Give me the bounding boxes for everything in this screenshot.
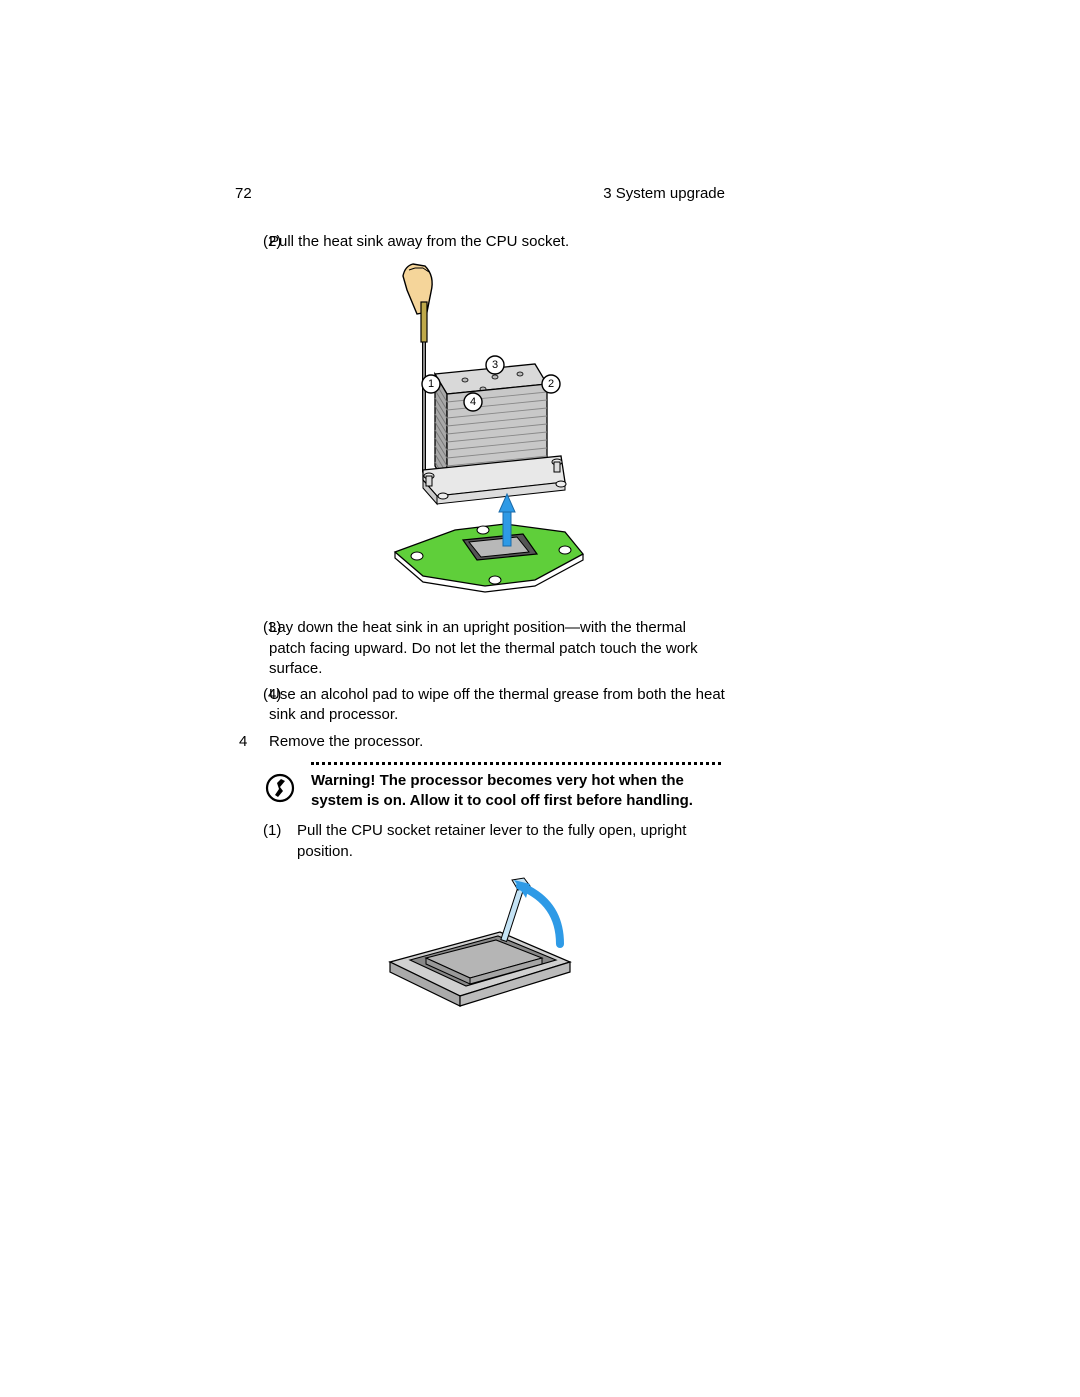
chapter-title: 3 System upgrade (603, 185, 725, 202)
step-4-text: Use an alcohol pad to wipe off the therm… (269, 685, 725, 726)
figure-socket-lever (235, 872, 725, 1022)
step-4: (4) Use an alcohol pad to wipe off the t… (235, 685, 725, 726)
sub-step-1: (1) Pull the CPU socket retainer lever t… (263, 821, 725, 862)
step-4-num: (4) (235, 685, 269, 726)
svg-text:4: 4 (470, 396, 476, 408)
step-3: (3) Lay down the heat sink in an upright… (235, 618, 725, 679)
callout-3: 3 (486, 356, 504, 374)
page-content: 72 3 System upgrade (2) Pull the heat si… (235, 185, 725, 1038)
warning-block: Warning! The processor becomes very hot … (263, 762, 725, 812)
figure-heatsink: 3 1 2 4 (235, 262, 725, 602)
step-2-text: Pull the heat sink away from the CPU soc… (269, 232, 725, 252)
hand-icon (403, 264, 432, 314)
svg-text:3: 3 (492, 359, 498, 371)
sub-step-1-num: (1) (263, 821, 297, 862)
step-3-num: (3) (235, 618, 269, 679)
page-header: 72 3 System upgrade (235, 185, 725, 202)
svg-text:2: 2 (548, 378, 554, 390)
curved-arrow-icon (514, 880, 560, 944)
warning-divider (311, 762, 721, 765)
page-number: 72 (235, 185, 252, 202)
step-3-text: Lay down the heat sink in an upright pos… (269, 618, 725, 679)
heatsink-illustration: 3 1 2 4 (365, 262, 595, 602)
outer-step-4-text: Remove the processor. (269, 732, 725, 752)
svg-text:1: 1 (428, 378, 434, 390)
step-2-num: (2) (235, 232, 269, 252)
warning-text: Warning! The processor becomes very hot … (311, 771, 725, 812)
callout-2: 2 (542, 375, 560, 393)
callout-4: 4 (464, 393, 482, 411)
step-2: (2) Pull the heat sink away from the CPU… (235, 232, 725, 252)
outer-step-4-num: 4 (235, 732, 269, 752)
socket-lever-illustration (370, 872, 590, 1022)
outer-step-4: 4 Remove the processor. (235, 732, 725, 752)
sub-step-1-text: Pull the CPU socket retainer lever to th… (297, 821, 725, 862)
callout-1: 1 (422, 375, 440, 393)
warning-icon (263, 771, 297, 803)
